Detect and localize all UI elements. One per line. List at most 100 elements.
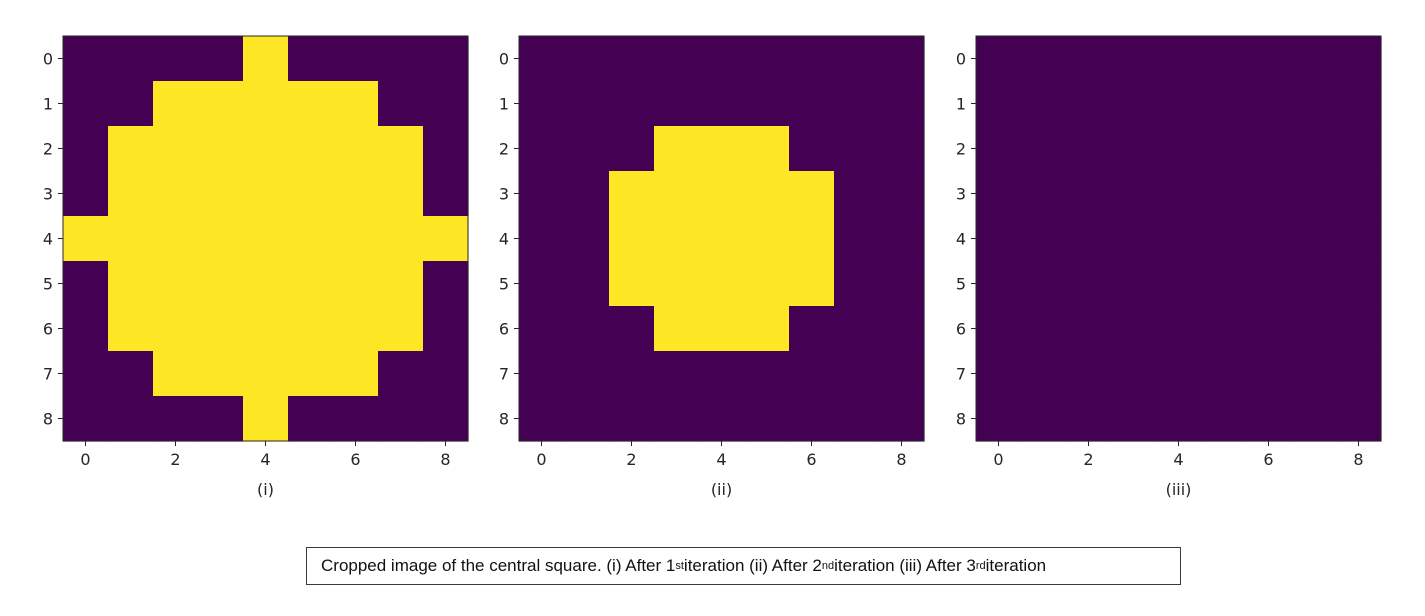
x-tick-label: 8 <box>896 450 906 469</box>
heatmap-cell <box>519 126 565 172</box>
heatmap-cell <box>789 126 835 172</box>
y-tick-label: 2 <box>956 140 966 159</box>
heatmap-cell <box>1291 261 1337 307</box>
heatmap-cell <box>243 351 289 397</box>
heatmap-cell <box>1111 261 1157 307</box>
heatmap-cell <box>1246 306 1292 352</box>
heatmap-cell <box>333 171 379 217</box>
heatmap-cell <box>1111 216 1157 262</box>
heatmap-cell <box>699 81 745 127</box>
heatmap-cell <box>198 216 244 262</box>
heatmap-cell <box>744 126 790 172</box>
heatmap-cell <box>519 36 565 82</box>
heatmap-cell <box>699 396 745 442</box>
heatmap-cell <box>153 171 199 217</box>
y-tick-label: 4 <box>956 230 966 249</box>
heatmap-cell <box>1336 351 1382 397</box>
heatmap-cell <box>1066 396 1112 442</box>
heatmap-cell <box>1336 261 1382 307</box>
heatmap-cell <box>153 36 199 82</box>
heatmap-cell <box>564 126 610 172</box>
heatmap-cell <box>1156 261 1202 307</box>
y-tick-label: 0 <box>499 50 509 69</box>
x-tick-label: 0 <box>993 450 1003 469</box>
y-tick-label: 8 <box>956 410 966 429</box>
panel-label: (iii) <box>1166 480 1192 499</box>
heatmap-cell <box>63 171 109 217</box>
heatmap-cell <box>1066 216 1112 262</box>
heatmap-cell <box>1021 396 1067 442</box>
y-tick-label: 3 <box>956 185 966 204</box>
heatmap-cell <box>1246 36 1292 82</box>
heatmap-cell <box>654 216 700 262</box>
heatmap-cell <box>976 171 1022 217</box>
heatmap-cell <box>834 306 880 352</box>
heatmap-cell <box>879 351 925 397</box>
heatmap-cell <box>1291 171 1337 217</box>
x-tick-label: 4 <box>260 450 270 469</box>
heatmap-cell <box>879 396 925 442</box>
caption-superscript-1: st <box>675 560 684 572</box>
heatmap-cell <box>1246 81 1292 127</box>
heatmap-cell <box>153 81 199 127</box>
y-tick-label: 6 <box>499 320 509 339</box>
heatmap-cell <box>1291 306 1337 352</box>
heatmap-cell <box>1201 171 1247 217</box>
heatmap-cell <box>976 81 1022 127</box>
heatmap-cell <box>1156 396 1202 442</box>
heatmap-cell <box>654 396 700 442</box>
heatmap-cell <box>333 81 379 127</box>
heatmap-cell <box>423 351 469 397</box>
heatmap-cell <box>609 216 655 262</box>
x-tick-label: 4 <box>716 450 726 469</box>
heatmap-cell <box>1336 81 1382 127</box>
heatmap-cell <box>1021 126 1067 172</box>
heatmap-cell <box>108 126 154 172</box>
heatmap-cell <box>198 36 244 82</box>
heatmap-cell <box>834 81 880 127</box>
heatmap-cell <box>198 396 244 442</box>
heatmap-cell <box>879 171 925 217</box>
heatmap-cell <box>333 126 379 172</box>
heatmap-cell <box>378 81 424 127</box>
heatmap-cell <box>1291 216 1337 262</box>
heatmap-cell <box>1066 171 1112 217</box>
heatmap-cell <box>564 396 610 442</box>
heatmap-cell <box>1021 351 1067 397</box>
heatmap-cell <box>108 171 154 217</box>
caption-text-4: iteration <box>985 556 1047 575</box>
heatmap-cell <box>423 396 469 442</box>
heatmap-cell <box>609 126 655 172</box>
heatmap-cell <box>153 261 199 307</box>
heatmap-cell <box>1246 171 1292 217</box>
heatmap-cell <box>243 81 289 127</box>
heatmap-cell <box>564 216 610 262</box>
heatmap-cell <box>564 261 610 307</box>
heatmap-cell <box>63 306 109 352</box>
heatmap-cell <box>153 306 199 352</box>
heatmap-cell <box>699 36 745 82</box>
x-tick-label: 6 <box>350 450 360 469</box>
heatmap-cell <box>1201 396 1247 442</box>
heatmap-cell <box>1201 306 1247 352</box>
heatmap-cell <box>609 81 655 127</box>
heatmap-cell <box>789 81 835 127</box>
heatmap-cell <box>699 171 745 217</box>
heatmap-cell <box>1291 396 1337 442</box>
heatmap-cell <box>976 261 1022 307</box>
heatmap-cell <box>1246 216 1292 262</box>
x-tick-label: 2 <box>626 450 636 469</box>
heatmap-cell <box>744 396 790 442</box>
heatmap-cell <box>1291 126 1337 172</box>
heatmap-cell <box>1156 171 1202 217</box>
heatmap-cell <box>1156 216 1202 262</box>
heatmap-cell <box>198 351 244 397</box>
heatmap-cell <box>609 261 655 307</box>
caption-superscript-3: rd <box>975 560 986 572</box>
caption-text-3: iteration (iii) After 3 <box>834 556 976 575</box>
heatmap-cell <box>879 261 925 307</box>
heatmap-cell <box>1336 306 1382 352</box>
heatmap-cell <box>564 36 610 82</box>
x-tick-label: 2 <box>1083 450 1093 469</box>
y-tick-label: 1 <box>499 95 509 114</box>
